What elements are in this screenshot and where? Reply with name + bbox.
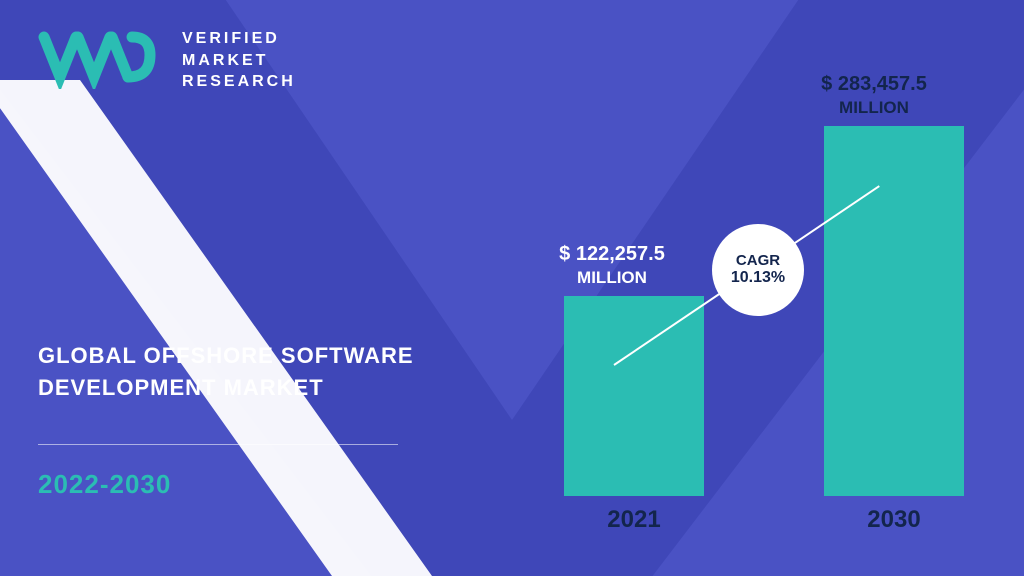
cagr-badge: CAGR 10.13% [712, 224, 804, 316]
title-block: GLOBAL OFFSHORE SOFTWARE DEVELOPMENT MAR… [38, 340, 458, 500]
title-divider [38, 444, 398, 445]
bar-value-2030: $ 283,457.5 MILLION [794, 72, 954, 118]
cagr-label: CAGR [736, 252, 780, 269]
cagr-value: 10.13% [731, 269, 785, 287]
value-unit: MILLION [532, 267, 692, 288]
logo-text: VERIFIED MARKET RESEARCH [182, 28, 296, 93]
logo-mark-icon [38, 31, 168, 89]
bar-value-2021: $ 122,257.5 MILLION [532, 242, 692, 288]
bar-chart: 2021 $ 122,257.5 MILLION 2030 $ 283,457.… [544, 44, 984, 544]
bars-area: 2021 $ 122,257.5 MILLION 2030 $ 283,457.… [544, 76, 984, 496]
forecast-period: 2022-2030 [38, 469, 458, 500]
value-amount: $ 122,257.5 [532, 242, 692, 267]
logo-text-line3: RESEARCH [182, 71, 296, 93]
bar-2030 [824, 126, 964, 496]
brand-logo: VERIFIED MARKET RESEARCH [38, 28, 296, 93]
logo-text-line2: MARKET [182, 50, 296, 72]
value-amount: $ 283,457.5 [794, 72, 954, 97]
page-title: GLOBAL OFFSHORE SOFTWARE DEVELOPMENT MAR… [38, 340, 458, 404]
bar-category-2030: 2030 [824, 506, 964, 534]
value-unit: MILLION [794, 97, 954, 118]
infographic-canvas: VERIFIED MARKET RESEARCH GLOBAL OFFSHORE… [0, 0, 1024, 576]
logo-text-line1: VERIFIED [182, 28, 296, 50]
bar-category-2021: 2021 [564, 506, 704, 534]
bar-2021 [564, 296, 704, 496]
